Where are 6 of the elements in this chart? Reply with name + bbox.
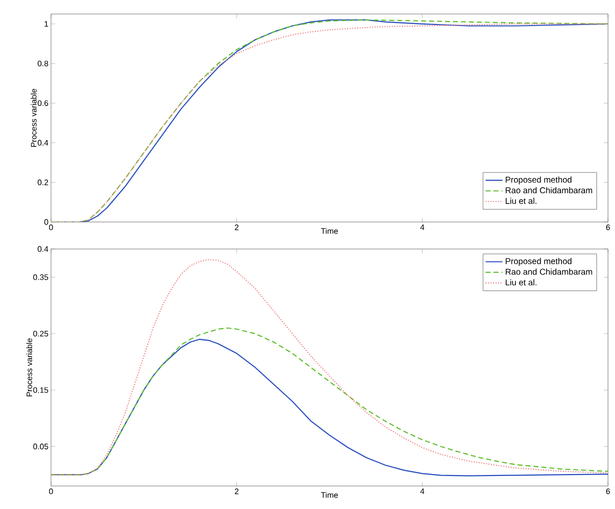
legend-label: Rao and Chidambaram [506, 187, 592, 194]
legend-label: Proposed method [506, 258, 572, 266]
legend-label: Rao and Chidambaram [506, 268, 592, 275]
legend-label: Liu et al. [506, 279, 536, 286]
legend-label: Proposed method [506, 176, 572, 184]
legend-label: Liu et al. [506, 198, 536, 204]
